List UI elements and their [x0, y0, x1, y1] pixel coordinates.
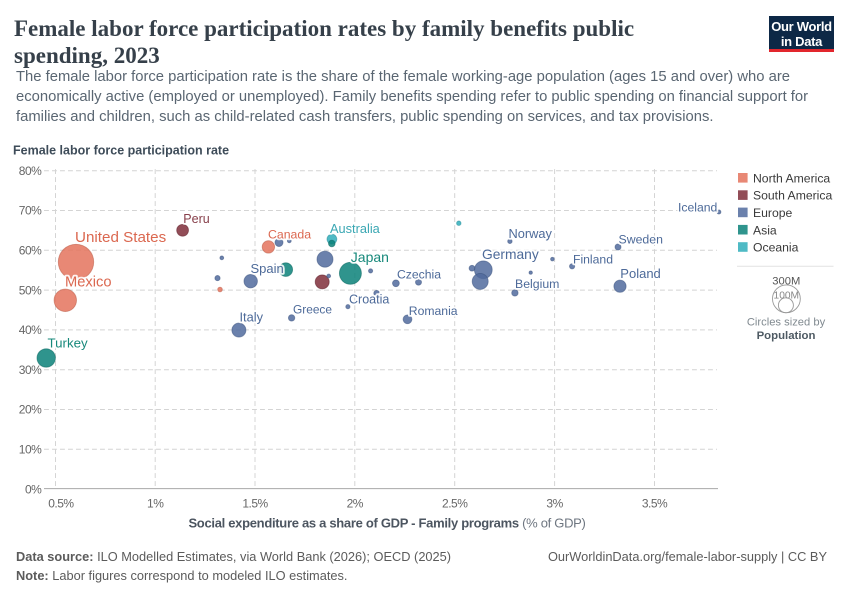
svg-text:Croatia: Croatia [349, 292, 389, 306]
svg-text:Japan: Japan [351, 249, 389, 265]
svg-text:Circles sized by: Circles sized by [747, 316, 826, 328]
svg-text:Turkey: Turkey [48, 335, 88, 350]
svg-text:Australia: Australia [330, 221, 381, 236]
svg-text:Iceland: Iceland [678, 201, 717, 215]
svg-text:Female labor force participati: Female labor force participation rate [13, 143, 229, 157]
svg-text:80%: 80% [19, 164, 42, 178]
svg-text:Norway: Norway [509, 226, 553, 241]
svg-text:North America: North America [753, 171, 830, 185]
svg-text:Social expenditure as a share: Social expenditure as a share of GDP - F… [188, 516, 585, 531]
svg-text:100M: 100M [774, 291, 799, 302]
svg-text:Europe: Europe [753, 206, 793, 220]
svg-text:1.5%: 1.5% [242, 497, 268, 511]
svg-text:0.5%: 0.5% [48, 497, 74, 511]
svg-text:Italy: Italy [240, 310, 264, 325]
svg-text:70%: 70% [19, 204, 42, 218]
svg-text:Mexico: Mexico [65, 275, 112, 291]
svg-text:2%: 2% [347, 497, 364, 511]
svg-text:Asia: Asia [753, 223, 777, 237]
svg-text:Belgium: Belgium [515, 277, 559, 291]
svg-text:United States: United States [75, 229, 167, 246]
svg-text:300M: 300M [772, 275, 800, 287]
svg-text:Canada: Canada [268, 227, 311, 241]
svg-text:Czechia: Czechia [397, 267, 441, 281]
svg-text:3%: 3% [546, 497, 563, 511]
svg-text:60%: 60% [19, 244, 42, 258]
svg-text:Peru: Peru [183, 212, 209, 226]
svg-text:30%: 30% [19, 363, 42, 377]
svg-text:3.5%: 3.5% [642, 497, 668, 511]
svg-text:Romania: Romania [409, 304, 458, 318]
svg-text:1%: 1% [147, 497, 164, 511]
svg-text:0%: 0% [25, 482, 42, 496]
svg-text:2.5%: 2.5% [442, 497, 468, 511]
svg-text:Population: Population [757, 330, 816, 342]
svg-text:Oceania: Oceania [753, 241, 799, 255]
svg-text:Germany: Germany [482, 247, 539, 262]
svg-text:10%: 10% [19, 443, 42, 457]
svg-text:South America: South America [753, 189, 832, 203]
svg-text:Greece: Greece [293, 302, 332, 316]
svg-text:40%: 40% [19, 323, 42, 337]
svg-text:Sweden: Sweden [619, 233, 664, 247]
svg-text:Finland: Finland [573, 252, 613, 266]
svg-text:20%: 20% [19, 403, 42, 417]
svg-text:Poland: Poland [620, 266, 660, 281]
svg-text:50%: 50% [19, 283, 42, 297]
svg-text:Spain: Spain [251, 261, 284, 276]
